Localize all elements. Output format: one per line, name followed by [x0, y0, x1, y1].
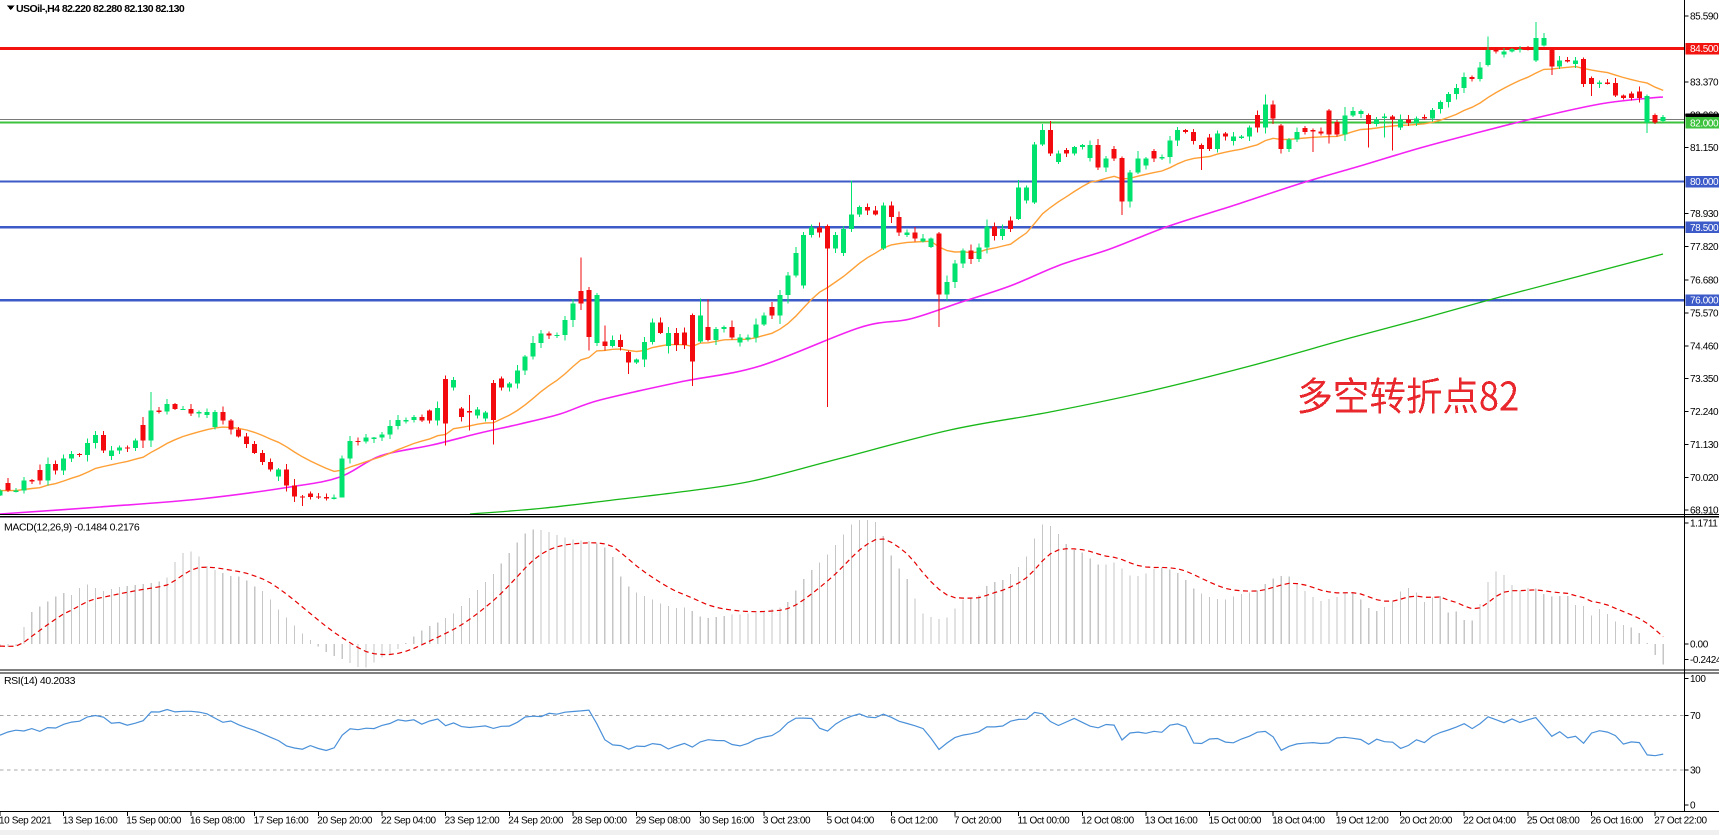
svg-text:85.590: 85.590 [1690, 12, 1719, 23]
svg-text:70.020: 70.020 [1690, 473, 1719, 484]
svg-text:73.350: 73.350 [1690, 374, 1719, 385]
svg-text:22 Sep 04:00: 22 Sep 04:00 [381, 816, 437, 827]
svg-text:77.820: 77.820 [1690, 242, 1719, 253]
svg-text:72.240: 72.240 [1690, 407, 1719, 418]
svg-text:10 Sep 2021: 10 Sep 2021 [0, 816, 52, 827]
svg-text:30 Sep 16:00: 30 Sep 16:00 [699, 816, 755, 827]
svg-text:24 Sep 20:00: 24 Sep 20:00 [508, 816, 564, 827]
svg-text:15 Oct 00:00: 15 Oct 00:00 [1209, 816, 1262, 827]
svg-text:17 Sep 16:00: 17 Sep 16:00 [254, 816, 310, 827]
svg-text:71.130: 71.130 [1690, 440, 1719, 451]
svg-text:74.460: 74.460 [1690, 341, 1719, 352]
svg-text:0.00: 0.00 [1690, 640, 1709, 651]
svg-text:-0.2424: -0.2424 [1690, 655, 1719, 666]
svg-text:78.930: 78.930 [1690, 209, 1719, 220]
svg-text:75.570: 75.570 [1690, 308, 1719, 319]
svg-text:23 Sep 12:00: 23 Sep 12:00 [445, 816, 501, 827]
svg-text:22 Oct 04:00: 22 Oct 04:00 [1463, 816, 1516, 827]
svg-text:27 Oct 22:00: 27 Oct 22:00 [1654, 816, 1707, 827]
svg-text:82.000: 82.000 [1690, 118, 1719, 129]
svg-text:25 Oct 08:00: 25 Oct 08:00 [1527, 816, 1580, 827]
svg-text:6 Oct 12:00: 6 Oct 12:00 [890, 816, 938, 827]
svg-text:68.910: 68.910 [1690, 506, 1719, 517]
svg-text:81.150: 81.150 [1690, 143, 1719, 154]
svg-text:5 Oct 04:00: 5 Oct 04:00 [827, 816, 875, 827]
svg-text:7 Oct 20:00: 7 Oct 20:00 [954, 816, 1002, 827]
svg-text:76.000: 76.000 [1690, 296, 1719, 307]
svg-text:78.500: 78.500 [1690, 223, 1719, 234]
svg-text:18 Oct 04:00: 18 Oct 04:00 [1272, 816, 1325, 827]
svg-text:76.680: 76.680 [1690, 276, 1719, 287]
svg-text:70: 70 [1690, 711, 1701, 722]
svg-text:15 Sep 00:00: 15 Sep 00:00 [126, 816, 182, 827]
svg-text:12 Oct 08:00: 12 Oct 08:00 [1081, 816, 1134, 827]
svg-text:3 Oct 23:00: 3 Oct 23:00 [763, 816, 811, 827]
svg-text:84.500: 84.500 [1690, 44, 1719, 55]
svg-text:83.370: 83.370 [1690, 77, 1719, 88]
svg-text:20 Sep 20:00: 20 Sep 20:00 [317, 816, 373, 827]
svg-text:28 Sep 00:00: 28 Sep 00:00 [572, 816, 628, 827]
svg-text:11 Oct 00:00: 11 Oct 00:00 [1018, 816, 1071, 827]
svg-text:MACD(12,26,9) -0.1484 0.2176: MACD(12,26,9) -0.1484 0.2176 [4, 522, 140, 534]
svg-text:80.000: 80.000 [1690, 177, 1719, 188]
svg-text:USOil-,H4 82.220 82.280 82.13: USOil-,H4 82.220 82.280 82.130 82.130 [16, 3, 185, 15]
svg-text:20 Oct 20:00: 20 Oct 20:00 [1400, 816, 1453, 827]
svg-text:16 Sep 08:00: 16 Sep 08:00 [190, 816, 246, 827]
svg-text:0: 0 [1690, 801, 1696, 812]
svg-text:30: 30 [1690, 765, 1701, 776]
svg-text:19 Oct 12:00: 19 Oct 12:00 [1336, 816, 1389, 827]
svg-text:29 Sep 08:00: 29 Sep 08:00 [636, 816, 692, 827]
svg-text:1.1711: 1.1711 [1690, 519, 1718, 530]
svg-text:26 Oct 16:00: 26 Oct 16:00 [1591, 816, 1644, 827]
svg-text:13 Oct 16:00: 13 Oct 16:00 [1145, 816, 1198, 827]
svg-text:13 Sep 16:00: 13 Sep 16:00 [63, 816, 119, 827]
svg-text:RSI(14) 40.2033: RSI(14) 40.2033 [4, 675, 76, 687]
svg-text:100: 100 [1690, 674, 1706, 685]
